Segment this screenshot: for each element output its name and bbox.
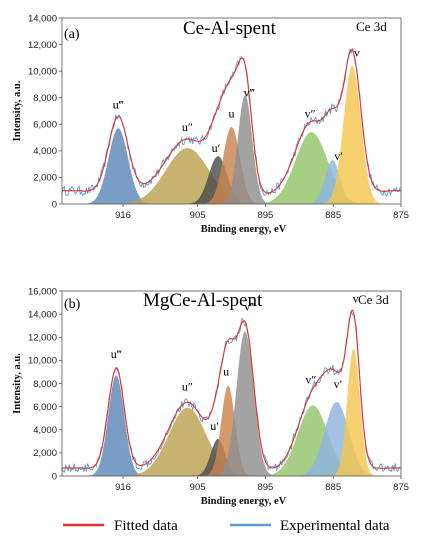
- panel-a-peak-7: [304, 160, 361, 204]
- panel-b-x-tick-label: 885: [325, 482, 341, 493]
- panel-b-y-tick-label: 4,000: [33, 425, 57, 436]
- panel-b-y-tick-label: 8,000: [33, 379, 57, 390]
- panel-b-peak-label: v: [353, 292, 359, 306]
- panel-b-y-tick-label: 12,000: [28, 333, 57, 344]
- panel-a-peak-8: [319, 65, 385, 204]
- panel-a-peak-label: v′: [334, 149, 343, 163]
- panel-b-x-tick-label: 905: [190, 482, 206, 493]
- panel-a-panel-label: (a): [64, 27, 80, 42]
- panel-b-fitted-line: [62, 309, 401, 469]
- panel-b-y-tick-label: 6,000: [33, 402, 57, 413]
- panel-a-peak-3: [183, 156, 253, 204]
- panel-b-peak-6: [256, 405, 370, 476]
- panel-a-peak-4: [200, 126, 263, 204]
- panel-b-subtitle: Ce 3d: [358, 292, 389, 307]
- panel-a-peak-label: u‴: [113, 97, 124, 111]
- panel-a-y-tick-label: 14,000: [28, 13, 57, 24]
- panel-a-peak-2: [106, 148, 269, 204]
- panel-a-y-tick-label: 6,000: [33, 120, 57, 131]
- panel-a-x-tick-label: 895: [257, 210, 273, 221]
- panel-b-title: MgCe-Al-spent: [143, 290, 263, 311]
- chart-panel-b: 0 2,000 4,000 6,000 8,000 10,000 12,000 14,000 1…: [12, 286, 409, 507]
- panel-b-peak-label: u‴: [111, 347, 122, 361]
- panel-a-title: Ce-Al-spent: [183, 18, 277, 39]
- panel-b-x-axis-label: Binding energy, eV: [201, 496, 287, 507]
- panel-b-y-axis-label: Intensity, a.u.: [12, 353, 23, 414]
- panel-b-peak-label: v″: [305, 373, 316, 387]
- panel-a-y-tick-label: 8,000: [33, 93, 57, 104]
- panel-b-x-tick-label: 916: [115, 482, 131, 493]
- legend-label-experimental: Experimental data: [280, 518, 390, 534]
- panel-b-panel-label: (b): [64, 297, 81, 312]
- panel-a-peak-1: [81, 128, 156, 204]
- panel-b-peak-5: [212, 331, 278, 476]
- panel-b-peak-label: u′: [210, 419, 219, 433]
- panel-b-x-tick-label: 875: [393, 482, 409, 493]
- panel-a-y-tick-label: 4,000: [33, 146, 57, 157]
- panel-a-x-axis-label: Binding energy, eV: [201, 224, 287, 235]
- panel-a-x-tick-label: 916: [115, 210, 131, 221]
- panel-a-peak-label: u: [229, 107, 235, 121]
- panel-b-peak-label: u″: [182, 379, 193, 393]
- chart-panel-a: 0 2,000 4,000 6,000 8,000 10,000 12,000 14,000 9…: [12, 13, 409, 235]
- panel-a-peak-label: v″: [305, 107, 316, 121]
- panel-b-y-tick-label: 0: [52, 471, 57, 482]
- panel-b-peak-label: u: [223, 364, 229, 378]
- panel-b-y-tick-label: 16,000: [28, 286, 57, 297]
- panel-a-y-tick-label: 0: [52, 199, 57, 210]
- panel-a-peak-label: v‴: [244, 85, 255, 99]
- panel-a-x-tick-label: 885: [325, 210, 341, 221]
- panel-a-fitted-line: [62, 49, 401, 194]
- panel-b-peak-label: v′: [334, 377, 343, 391]
- panel-b-peak-7: [291, 402, 383, 476]
- panel-b-peak-1: [85, 375, 147, 476]
- legend-label-fitted: Fitted data: [114, 518, 178, 534]
- panel-a-plot-frame: [61, 17, 402, 205]
- panel-b-peak-4: [202, 385, 255, 476]
- panel-a-peak-label: u′: [212, 141, 221, 155]
- panel-a-y-tick-label: 2,000: [33, 173, 57, 184]
- panel-a-y-tick-label: 10,000: [28, 66, 57, 77]
- panel-a-y-tick-label: 12,000: [28, 40, 57, 51]
- panel-a-peaks: [81, 65, 385, 204]
- panel-a-x-tick-label: 875: [393, 210, 409, 221]
- panel-b-y-tick-label: 14,000: [28, 309, 57, 320]
- panel-b-y-tick-label: 10,000: [28, 356, 57, 367]
- panel-a-y-axis-label: Intensity, a.u.: [12, 80, 23, 141]
- panel-b-peak-8: [329, 348, 378, 476]
- panel-a-peak-label: v: [354, 46, 360, 60]
- panel-a-subtitle: Ce 3d: [356, 19, 387, 34]
- panel-a-peak-label: u″: [182, 120, 193, 134]
- panel-b-y-tick-label: 2,000: [33, 448, 57, 459]
- panel-a-x-tick-label: 905: [190, 210, 206, 221]
- panel-b-peak-label: v‴: [244, 300, 255, 314]
- panel-a-peak-6: [250, 132, 373, 204]
- panel-a-peak-5: [217, 95, 273, 204]
- panel-b-peak-2: [116, 407, 258, 476]
- panel-b-x-tick-label: 895: [257, 482, 273, 493]
- panel-b-peaks: [85, 331, 383, 476]
- legend: Fitted data Experimental data: [63, 518, 390, 534]
